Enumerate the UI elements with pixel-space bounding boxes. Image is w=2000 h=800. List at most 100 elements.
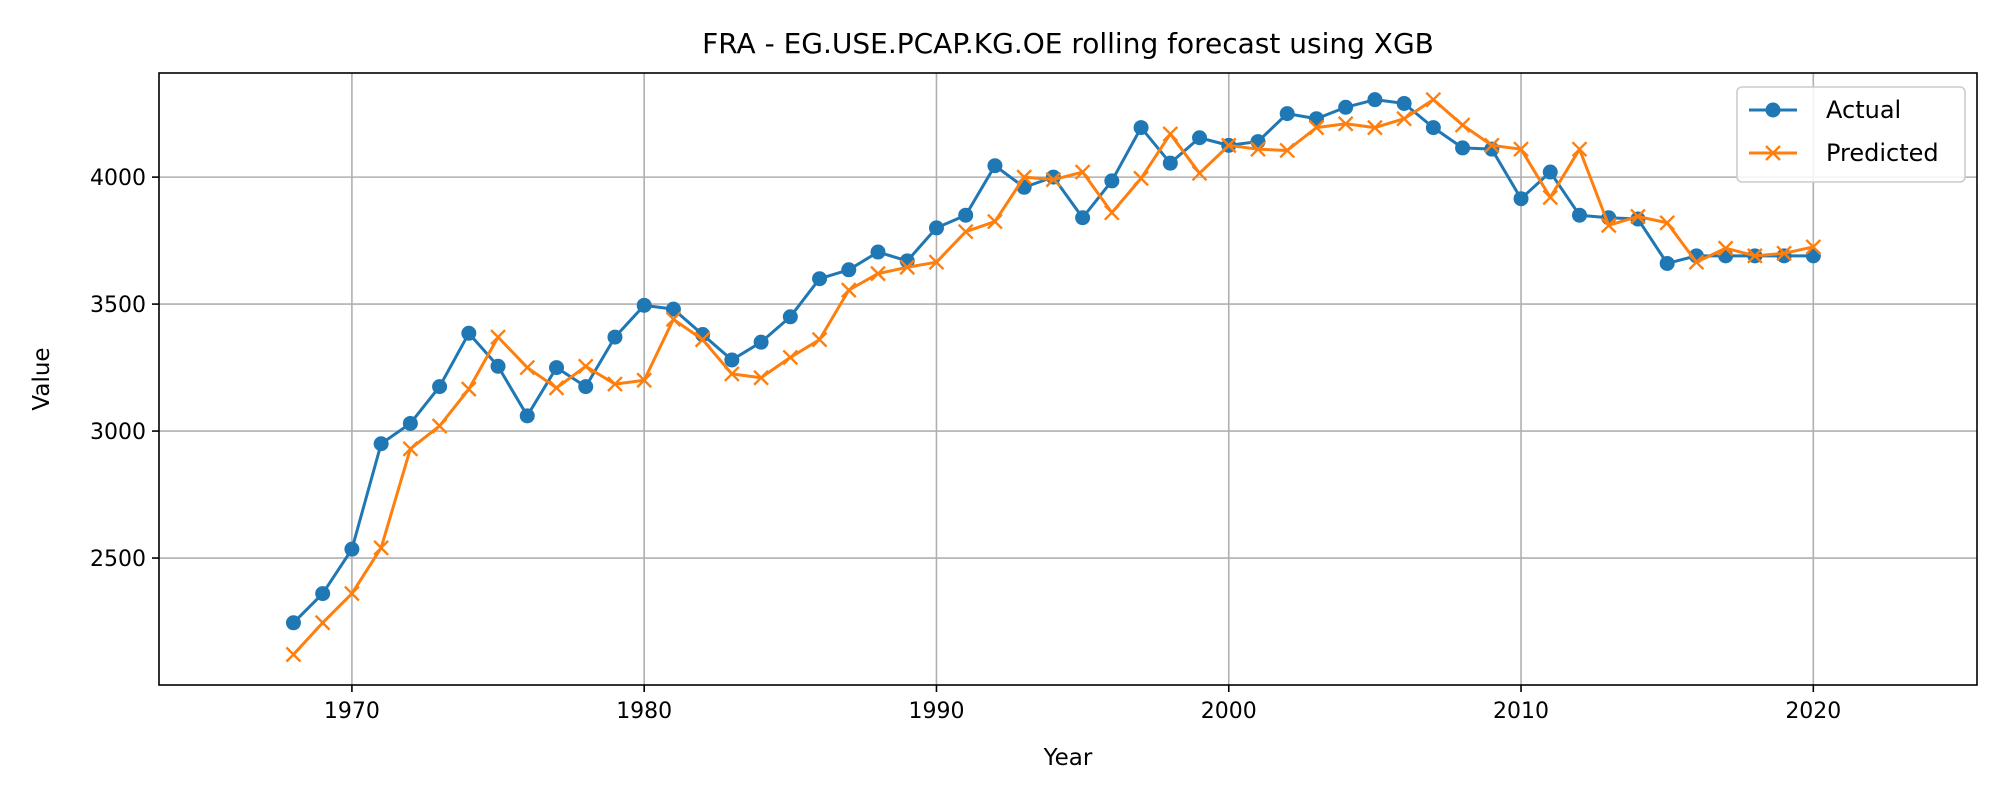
chart-title: FRA - EG.USE.PCAP.KG.OE rolling forecast… xyxy=(702,27,1434,60)
data-point-predicted xyxy=(694,331,711,348)
data-point-predicted xyxy=(1103,204,1120,221)
data-point-predicted xyxy=(607,376,623,392)
data-point-actual xyxy=(1630,211,1646,227)
data-point-actual xyxy=(987,158,1003,174)
data-point-predicted xyxy=(402,440,419,457)
data-point-actual xyxy=(1104,173,1120,189)
data-point-actual xyxy=(461,325,477,341)
series-layer xyxy=(285,91,1822,663)
data-point-predicted xyxy=(987,213,1003,230)
data-point-predicted xyxy=(548,380,565,396)
data-point-predicted xyxy=(519,359,536,376)
data-point-actual xyxy=(1075,210,1091,226)
x-tick-label: 1980 xyxy=(616,699,672,724)
data-point-predicted xyxy=(899,259,916,276)
data-point-predicted xyxy=(431,418,448,434)
data-point-predicted xyxy=(870,265,886,282)
data-point-actual xyxy=(812,271,828,287)
data-point-actual xyxy=(1279,106,1295,122)
data-point-predicted xyxy=(1571,141,1588,158)
data-point-predicted xyxy=(782,349,799,366)
data-point-predicted xyxy=(373,540,389,556)
data-point-predicted xyxy=(1279,142,1296,159)
data-point-predicted xyxy=(1425,91,1442,108)
legend-actual-label: Actual xyxy=(1826,96,1901,124)
data-point-predicted xyxy=(1776,245,1792,262)
data-point-actual xyxy=(1045,169,1061,185)
x-tick-label: 2020 xyxy=(1785,699,1841,724)
data-point-predicted xyxy=(957,223,974,240)
legend: Actual Predicted xyxy=(1736,86,1966,183)
data-point-predicted xyxy=(811,331,828,348)
data-point-actual xyxy=(490,358,506,374)
data-point-actual xyxy=(1192,130,1208,146)
x-axis-title: Year xyxy=(1043,745,1093,771)
data-point-predicted xyxy=(1308,119,1325,136)
y-axis-title: Value xyxy=(29,347,55,410)
axis-ticks: 1970 1980 1990 2000 2010 2020 2500 3000 3500 4000 xyxy=(90,166,1841,724)
plot-area-frame xyxy=(158,72,1978,686)
data-point-predicted xyxy=(1513,141,1529,158)
data-point-predicted xyxy=(1659,214,1676,231)
data-point-predicted xyxy=(314,614,331,631)
data-point-predicted xyxy=(928,254,945,271)
data-point-predicted xyxy=(1805,239,1822,255)
data-point-actual xyxy=(928,220,944,236)
data-point-actual xyxy=(519,408,535,424)
data-point-actual xyxy=(1776,248,1792,264)
data-point-actual xyxy=(373,436,389,452)
data-point-predicted xyxy=(724,366,740,382)
x-tick-label: 2000 xyxy=(1201,699,1257,724)
data-point-actual xyxy=(402,415,418,431)
data-point-actual xyxy=(549,360,565,376)
y-tick-label: 4000 xyxy=(90,166,146,191)
data-point-predicted xyxy=(1220,137,1237,154)
data-point-predicted xyxy=(1133,170,1149,187)
data-point-actual xyxy=(285,615,301,631)
data-point-predicted xyxy=(1542,189,1559,206)
data-point-predicted xyxy=(1717,240,1734,257)
data-point-predicted xyxy=(460,381,477,398)
data-point-actual xyxy=(1513,191,1529,207)
data-point-actual xyxy=(1396,95,1412,111)
data-point-predicted xyxy=(1337,115,1354,132)
data-point-predicted xyxy=(1600,217,1617,234)
data-point-actual xyxy=(1425,120,1441,136)
data-point-actual xyxy=(870,244,886,260)
y-tick-label: 3500 xyxy=(90,293,146,318)
data-point-predicted xyxy=(1162,126,1179,142)
data-point-predicted xyxy=(1016,169,1033,185)
x-tick-label: 1970 xyxy=(324,699,380,724)
data-point-actual xyxy=(841,262,857,278)
legend-actual-marker xyxy=(1765,102,1781,118)
data-point-predicted xyxy=(1250,141,1266,158)
data-point-predicted xyxy=(490,329,506,345)
data-point-actual xyxy=(753,334,769,350)
data-point-actual xyxy=(665,301,681,317)
data-point-actual xyxy=(1338,99,1354,115)
data-point-predicted xyxy=(577,358,594,375)
data-point-predicted xyxy=(1483,137,1500,154)
data-point-actual xyxy=(344,541,360,557)
data-point-predicted xyxy=(1454,117,1471,133)
data-point-predicted xyxy=(665,311,682,328)
data-point-actual xyxy=(1542,164,1558,180)
x-tick-label: 2010 xyxy=(1493,699,1549,724)
data-point-actual xyxy=(782,309,798,325)
data-point-actual xyxy=(724,352,740,368)
data-point-actual xyxy=(1455,140,1471,156)
data-point-actual xyxy=(636,297,652,313)
data-point-predicted xyxy=(1396,110,1412,127)
data-point-actual xyxy=(1571,207,1587,223)
data-point-actual xyxy=(432,379,448,395)
y-tick-label: 3000 xyxy=(90,420,146,445)
data-point-predicted xyxy=(753,369,769,386)
data-point-predicted xyxy=(636,372,653,389)
grid xyxy=(159,73,1977,685)
data-point-predicted xyxy=(1045,171,1062,188)
legend-predicted-marker xyxy=(1765,145,1781,161)
series-actual xyxy=(285,92,1821,631)
data-point-actual xyxy=(958,207,974,223)
